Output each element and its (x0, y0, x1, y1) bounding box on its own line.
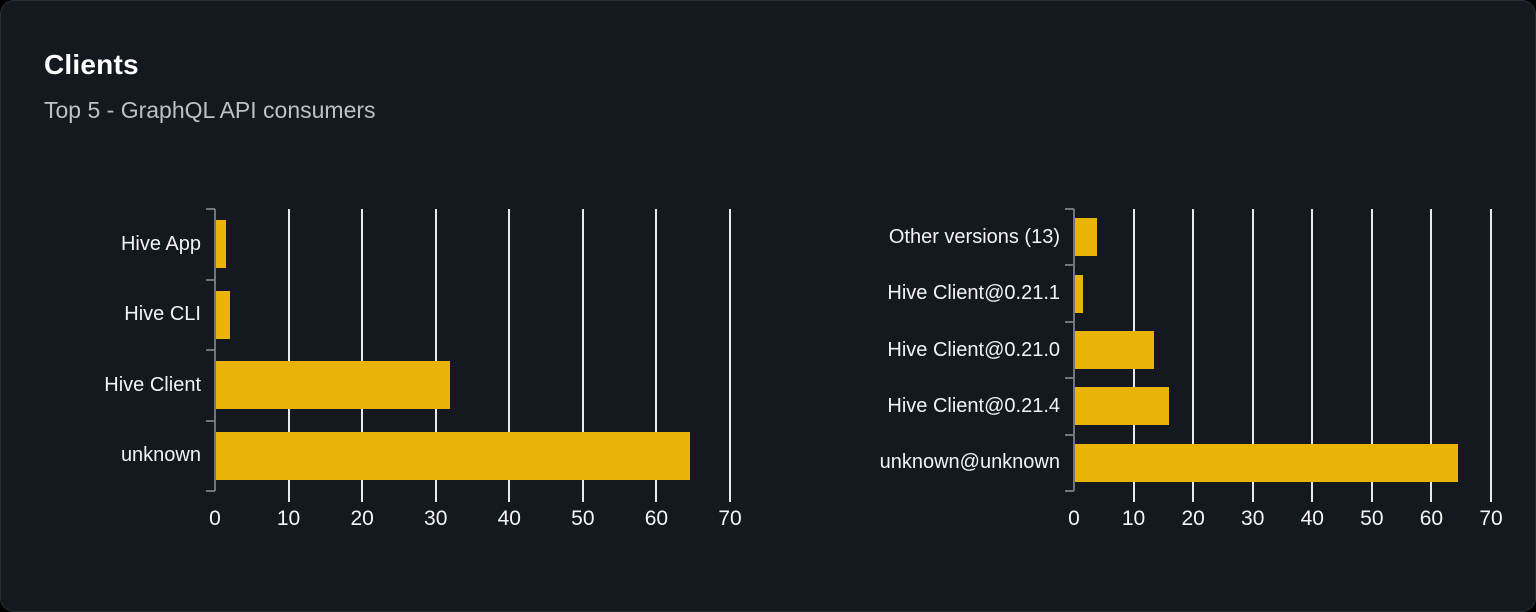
category-label: Hive App (120, 232, 201, 255)
chart-row (215, 280, 730, 351)
category-label: Hive Client@0.21.1 (887, 282, 1060, 305)
x-tick-label: 30 (1241, 507, 1265, 530)
category-label: Hive Client (104, 373, 201, 396)
bar-unknown-unknown[interactable] (1074, 443, 1459, 482)
gridline (1251, 209, 1254, 502)
chart-row (1074, 435, 1491, 491)
category-label: Hive Client@0.21.4 (887, 394, 1060, 417)
y-axis-tick (1065, 490, 1074, 492)
gridline (287, 209, 290, 502)
chart-row (215, 421, 730, 492)
bar-chart-clients-by-version: Other versions (13) Hive Client@0.21.1 Hiv… (821, 208, 1503, 530)
y-axis-tick (206, 208, 215, 210)
gridline (729, 209, 731, 502)
gridline (1490, 209, 1492, 502)
x-tick-label: 70 (1479, 507, 1503, 530)
chart-row (215, 350, 730, 421)
x-tick-label: 10 (276, 507, 301, 530)
card-subtitle: Top 5 - GraphQL API consumers (44, 97, 376, 123)
x-tick-label: 70 (718, 507, 742, 530)
gridline (434, 209, 437, 502)
card-title: Clients (44, 49, 139, 80)
x-tick-label: 60 (1419, 507, 1444, 530)
category-label: Other versions (13) (888, 225, 1060, 248)
chart-row (1074, 322, 1491, 378)
x-tick-label: 20 (350, 507, 374, 530)
y-axis-tick (206, 490, 215, 492)
gridline (361, 209, 364, 502)
y-axis-tick (206, 349, 215, 351)
category-label: Hive CLI (124, 303, 201, 326)
x-tick-label: 60 (644, 507, 669, 530)
chart-row (215, 209, 730, 280)
plot-area: 0 10 20 30 40 50 60 70 (206, 208, 742, 530)
x-tick-label: 10 (1121, 507, 1146, 530)
y-axis-tick (1065, 433, 1074, 436)
gridline (655, 209, 658, 502)
x-tick-label: 20 (1181, 507, 1205, 530)
bar-hive-cli[interactable] (215, 290, 230, 339)
bar-hive-client-0-21-0[interactable] (1074, 331, 1155, 370)
category-label: unknown (120, 444, 201, 467)
gridline (581, 209, 584, 502)
bar-hive-client[interactable] (215, 361, 451, 410)
chart-row (1074, 378, 1491, 434)
x-tick-label: 50 (571, 507, 595, 530)
x-tick-label: 30 (424, 507, 448, 530)
bar-hive-client-0-21-4[interactable] (1074, 387, 1170, 426)
gridline (1370, 209, 1373, 502)
y-axis-tick (1065, 320, 1074, 323)
x-tick-label: 40 (1300, 507, 1324, 530)
gridline (1311, 209, 1314, 502)
gridline (1430, 209, 1433, 502)
bar-hive-app[interactable] (215, 220, 227, 269)
bar-rows (215, 209, 730, 491)
bar-other-versions-13-[interactable] (1074, 218, 1097, 257)
y-axis (1073, 209, 1075, 491)
x-tick-label: 0 (209, 507, 221, 530)
plot-area: 0 10 20 30 40 50 60 70 (1065, 208, 1503, 530)
x-tick-label: 0 (1068, 507, 1080, 530)
chart-row (1074, 265, 1491, 321)
y-axis-tick (1065, 208, 1074, 210)
gridline (508, 209, 511, 502)
bar-rows (1074, 209, 1491, 491)
bar-hive-client-0-21-1[interactable] (1074, 274, 1083, 313)
category-labels: Hive App Hive CLI Hive Client unknown (1, 209, 215, 491)
y-axis-tick (206, 278, 215, 281)
category-labels: Other versions (13) Hive Client@0.21.1 Hiv… (821, 209, 1074, 491)
y-axis (214, 209, 216, 491)
chart-row (1074, 209, 1491, 265)
bar-chart-clients-by-name: Hive App Hive CLI Hive Client unknown 0 10 20… (1, 208, 742, 530)
category-label: unknown@unknown (879, 451, 1060, 474)
bar-unknown[interactable] (215, 431, 690, 480)
y-axis-tick (1065, 264, 1074, 267)
category-label: Hive Client@0.21.0 (887, 338, 1060, 361)
gridline (1192, 209, 1195, 502)
x-tick-label: 50 (1360, 507, 1384, 530)
x-tick-label: 40 (497, 507, 521, 530)
y-axis-tick (1065, 377, 1074, 380)
y-axis-tick (206, 419, 215, 422)
